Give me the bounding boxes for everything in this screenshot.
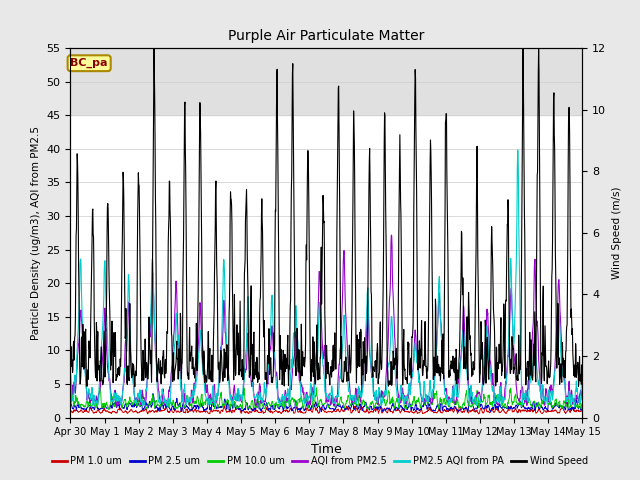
Y-axis label: Particle Density (ug/m3), AQI from PM2.5: Particle Density (ug/m3), AQI from PM2.5 (31, 126, 41, 340)
Title: Purple Air Particulate Matter: Purple Air Particulate Matter (228, 29, 424, 43)
Legend: PM 1.0 um, PM 2.5 um, PM 10.0 um, AQI from PM2.5, PM2.5 AQI from PA, Wind Speed: PM 1.0 um, PM 2.5 um, PM 10.0 um, AQI fr… (48, 453, 592, 470)
Bar (70, 48, 582, 115)
Text: BC_pa: BC_pa (70, 58, 108, 68)
X-axis label: Time: Time (311, 443, 342, 456)
Y-axis label: Wind Speed (m/s): Wind Speed (m/s) (612, 187, 622, 279)
